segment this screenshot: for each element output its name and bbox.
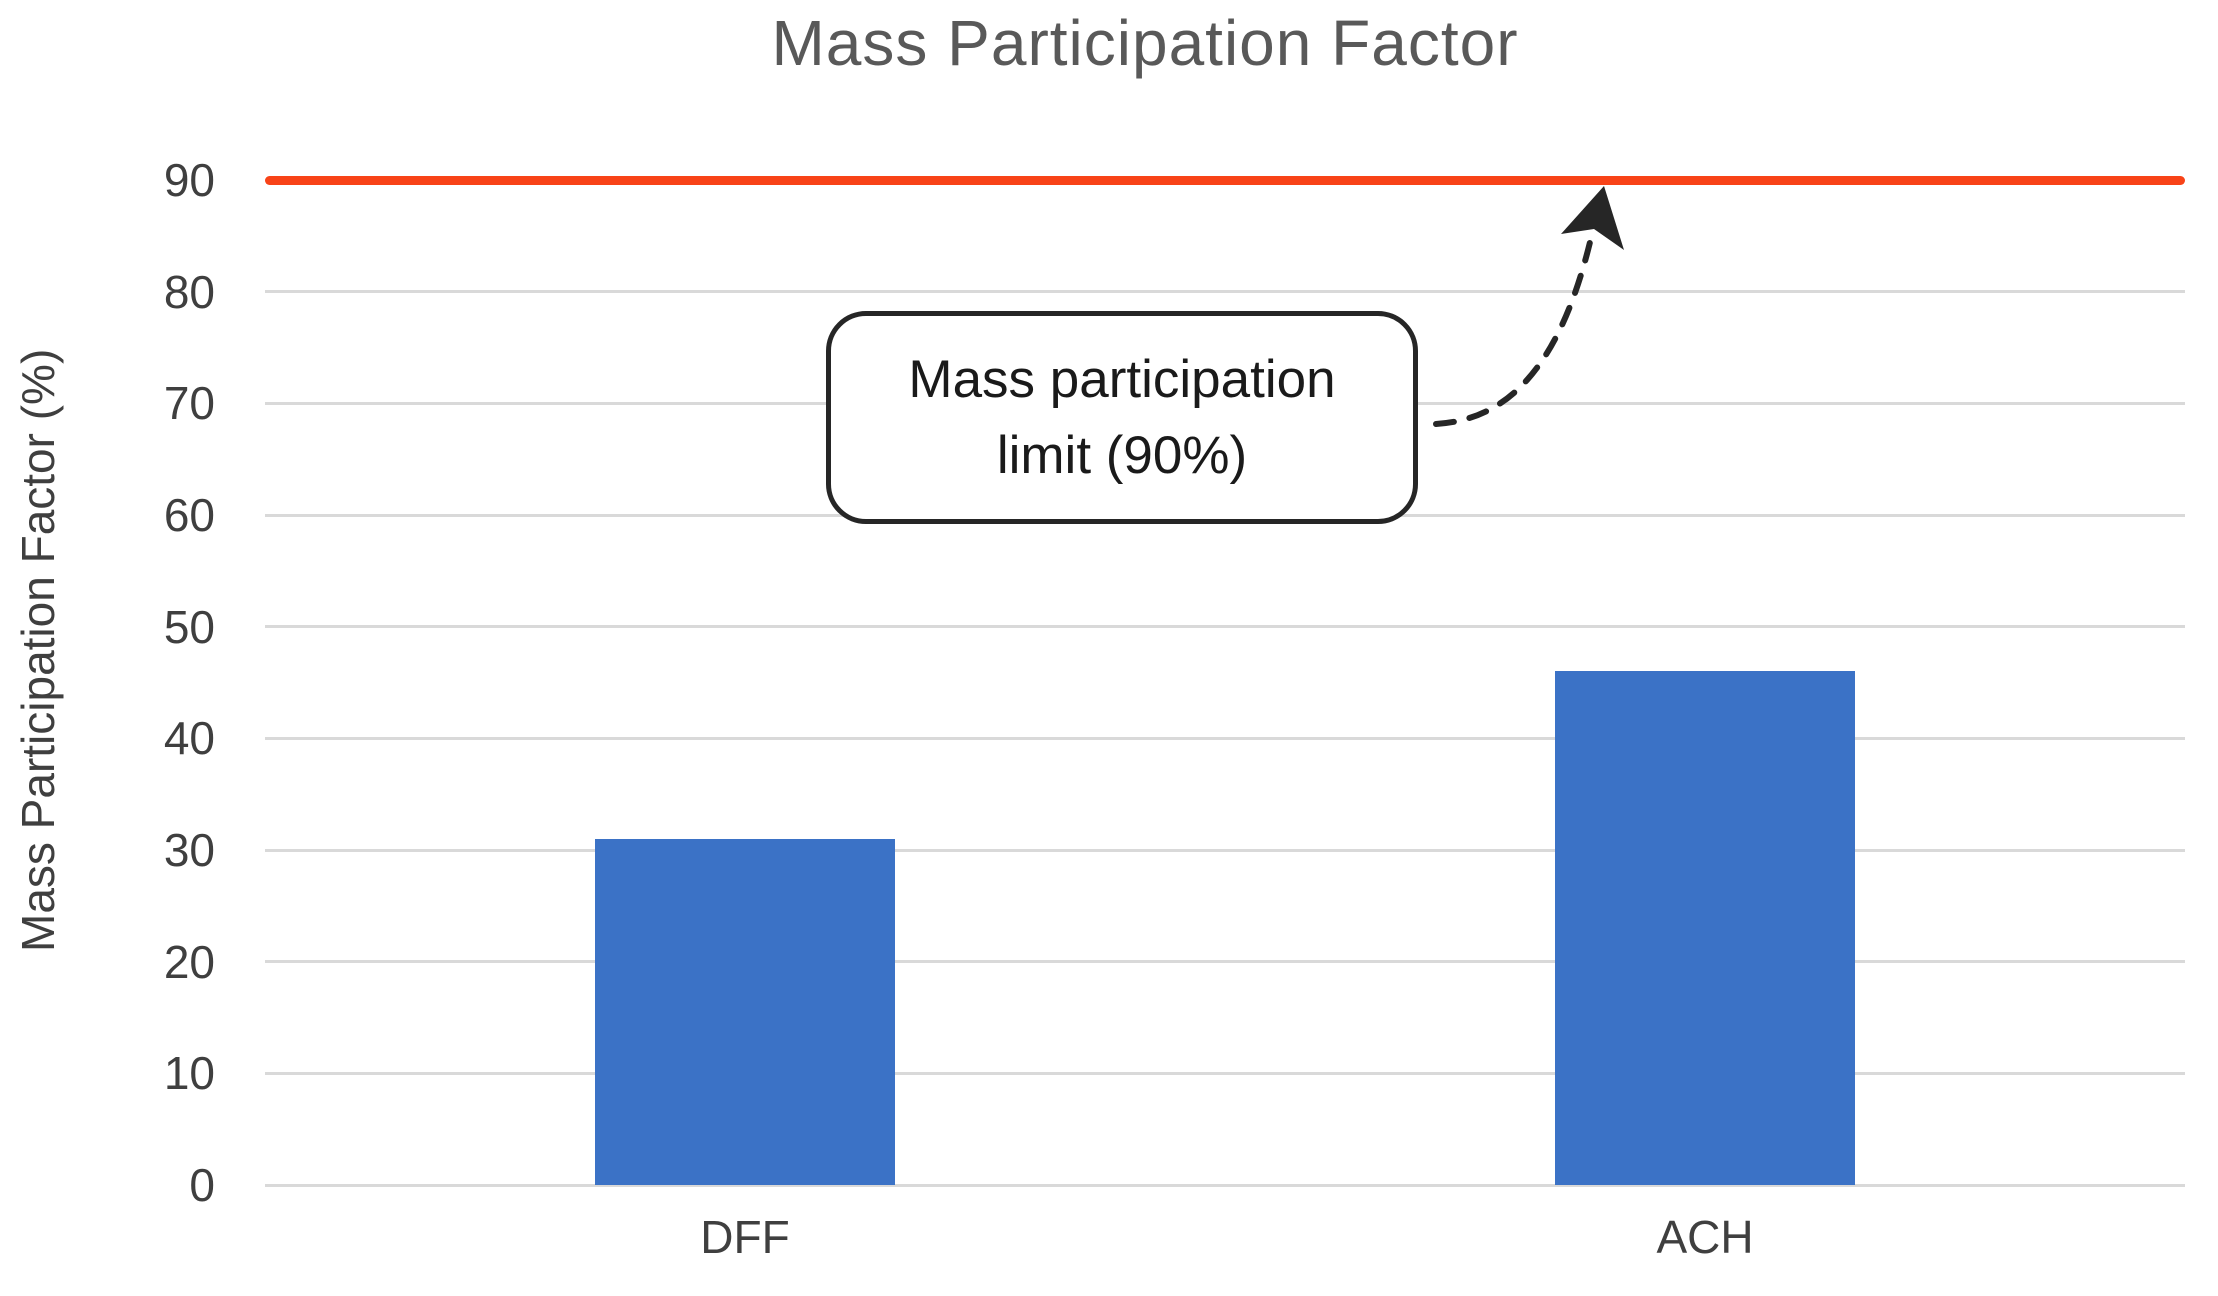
y-axis-title: Mass Participation Factor (%) bbox=[12, 348, 64, 952]
gridline bbox=[265, 848, 2185, 852]
y-tick-label: 70 bbox=[163, 377, 215, 430]
y-tick-label: 60 bbox=[163, 489, 215, 541]
chart-title: Mass Participation Factor bbox=[771, 7, 1519, 79]
gridline bbox=[265, 1071, 2185, 1075]
y-tick-label: 40 bbox=[163, 712, 215, 765]
gridline bbox=[265, 736, 2185, 740]
bar-ach bbox=[1555, 671, 1855, 1185]
gridline bbox=[265, 1183, 2185, 1187]
y-tick-label: 0 bbox=[189, 1159, 215, 1211]
y-tick-label: 30 bbox=[163, 824, 215, 876]
bar-dff bbox=[595, 838, 895, 1185]
gridline bbox=[265, 625, 2185, 629]
y-tick-label: 50 bbox=[163, 600, 215, 653]
y-tick-label: 20 bbox=[163, 935, 215, 988]
x-tick-label: DFF bbox=[700, 1211, 790, 1263]
gridline bbox=[265, 960, 2185, 964]
annotation-text-line1: Mass participation bbox=[908, 350, 1336, 410]
annotation-callout: Mass participation limit (90%) bbox=[826, 311, 1418, 524]
limit-line bbox=[265, 176, 2185, 185]
y-tick-label: 80 bbox=[163, 265, 215, 318]
x-tick-label: ACH bbox=[1656, 1211, 1754, 1263]
gridline bbox=[265, 290, 2185, 294]
y-tick-label: 90 bbox=[163, 154, 215, 206]
annotation-text-line2: limit (90%) bbox=[996, 425, 1248, 485]
y-tick-label: 10 bbox=[163, 1047, 215, 1100]
